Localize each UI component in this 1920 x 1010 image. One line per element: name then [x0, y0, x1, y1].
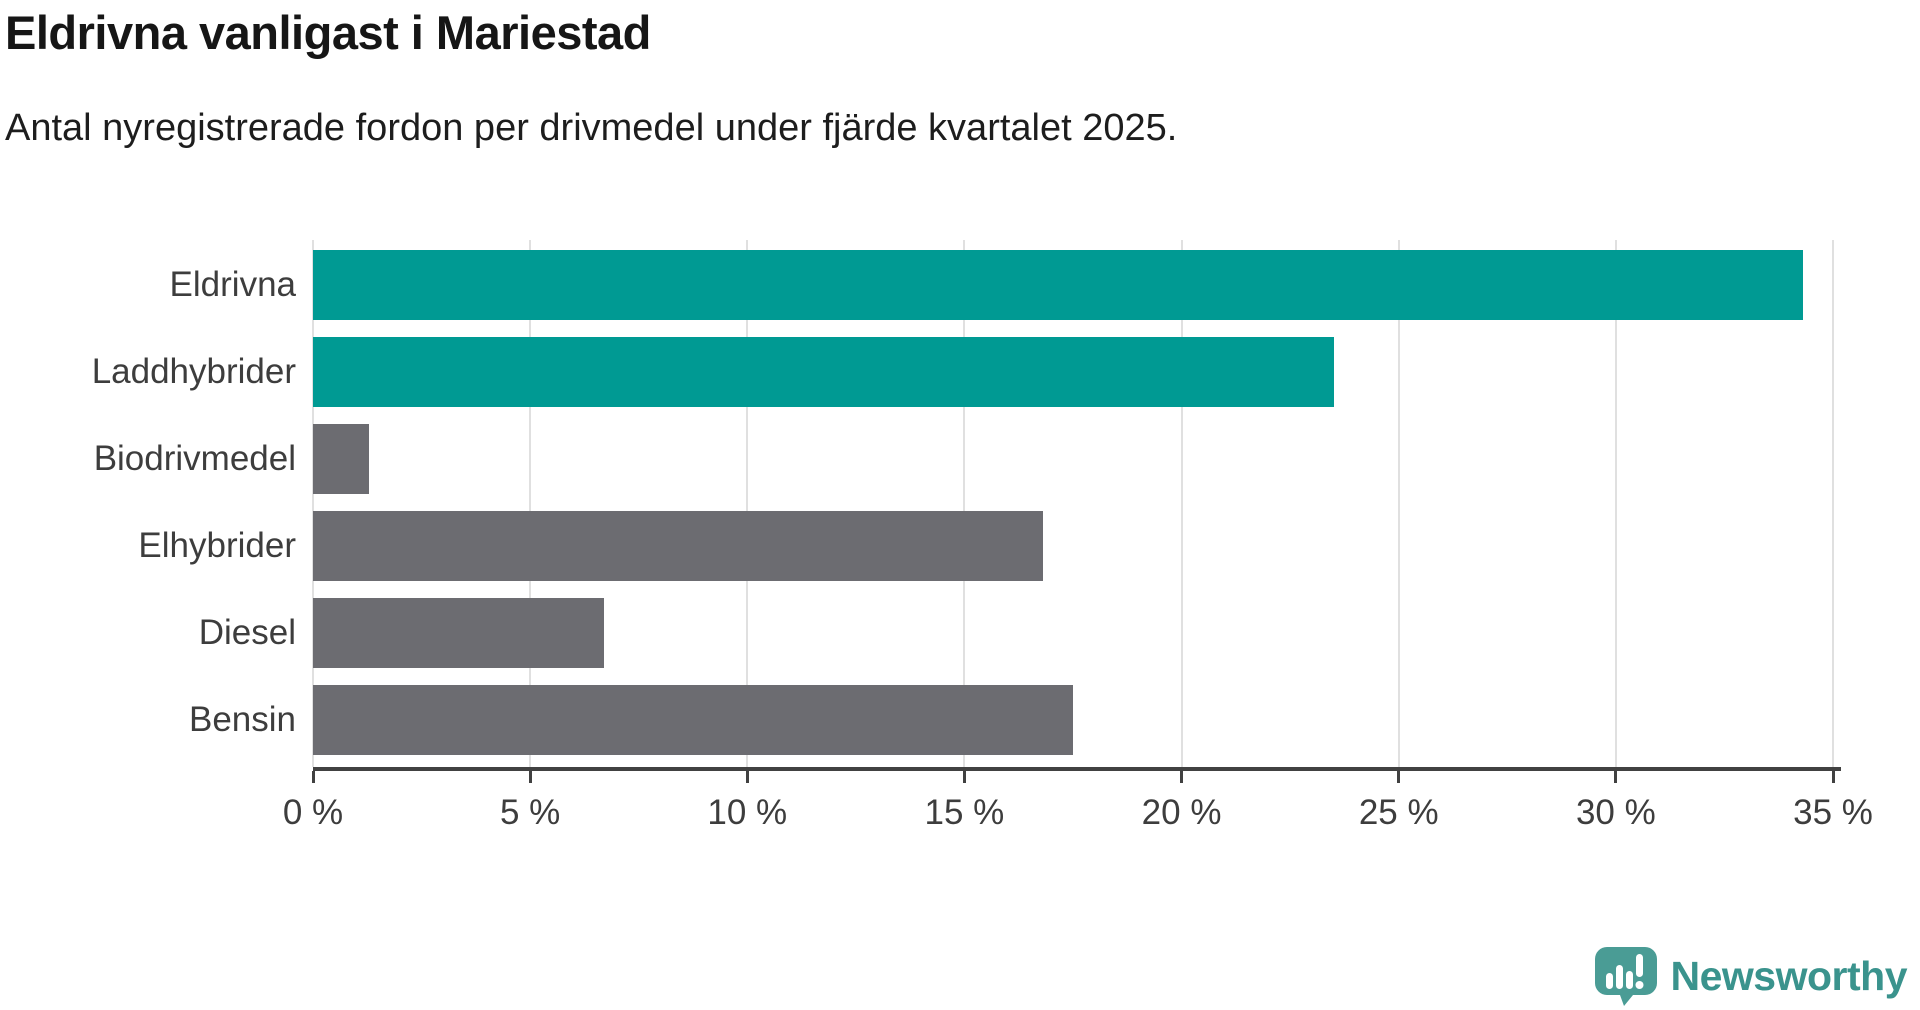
category-label: Biodrivmedel: [93, 439, 296, 478]
newsworthy-wordmark: Newsworthy: [1670, 953, 1908, 999]
category-label: Eldrivna: [169, 265, 296, 304]
bar-eldrivna: [313, 250, 1803, 320]
category-label: Diesel: [198, 613, 296, 652]
bar-row: [313, 685, 1833, 755]
gridline: [529, 240, 532, 767]
bar-rows: [313, 240, 1833, 772]
gridline: [1614, 240, 1617, 767]
tick-mark: [1397, 771, 1401, 783]
bar-row: [313, 511, 1833, 581]
tick-mark: [311, 771, 315, 783]
category-label: Laddhybrider: [91, 352, 296, 391]
tick-label: 0 %: [282, 793, 344, 832]
x-axis-tick-labels: 0 % 5 % 10 % 15 % 20 % 25 % 30 % 35 %: [283, 793, 1873, 833]
newsworthy-speech-bubble-chart-icon: [1594, 947, 1657, 1006]
x-axis-line: [313, 767, 1841, 771]
bar-elhybrider: [313, 511, 1043, 581]
tick-label: 10 %: [707, 793, 788, 832]
tick-mark: [1180, 771, 1184, 783]
bar-bensin: [313, 685, 1073, 755]
tick-label: 15 %: [924, 793, 1005, 832]
tick-mark: [1831, 771, 1835, 783]
bar-biodrivmedel: [313, 424, 370, 494]
tick-label: 30 %: [1575, 793, 1656, 832]
tick-mark: [1614, 771, 1618, 783]
gridline: [963, 240, 966, 767]
gridline: [746, 240, 749, 767]
bar-diesel: [313, 598, 604, 668]
gridline: [1832, 240, 1834, 767]
bar-row: [313, 337, 1833, 407]
gridline: [1397, 240, 1400, 767]
tick-mark: [528, 771, 532, 783]
page-title: Eldrivna vanligast i Mariestad: [5, 6, 651, 59]
gridline: [312, 240, 314, 767]
tick-label: 25 %: [1358, 793, 1439, 832]
bar-row: [313, 250, 1833, 320]
tick-mark: [745, 771, 749, 783]
chart-subtitle: Antal nyregistrerade fordon per drivmede…: [5, 107, 1178, 149]
tick-label: 35 %: [1793, 793, 1873, 832]
tick-label: 5 %: [499, 793, 561, 832]
tick-mark: [962, 771, 966, 783]
bar-row: [313, 424, 1833, 494]
newsworthy-logo: Newsworthy: [1594, 946, 1908, 1006]
category-label: Bensin: [188, 700, 296, 739]
bar-laddhybrider: [313, 337, 1334, 407]
plot-area: [312, 240, 1834, 767]
category-label: Elhybrider: [138, 526, 296, 565]
bar-row: [313, 598, 1833, 668]
tick-label: 20 %: [1141, 793, 1222, 832]
x-axis-ticks: [311, 771, 1835, 783]
category-labels: Eldrivna Laddhybrider Biodrivmedel Elhybrid…: [0, 240, 296, 767]
gridline: [1180, 240, 1183, 767]
